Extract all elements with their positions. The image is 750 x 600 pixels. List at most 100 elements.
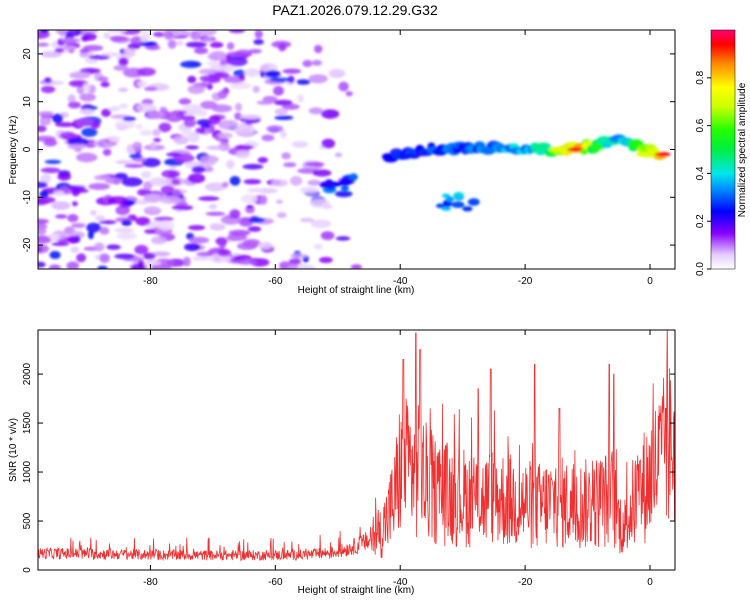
noise-blob <box>257 241 273 250</box>
noise-blob <box>291 141 308 148</box>
noise-blob <box>266 125 284 133</box>
secondary-blob <box>453 192 465 199</box>
noise-blob <box>118 87 129 93</box>
noise-blob <box>67 214 79 223</box>
noise-blob <box>194 47 208 55</box>
noise-blob <box>118 103 129 109</box>
noise-blob <box>71 201 78 207</box>
noise-blob <box>297 94 304 103</box>
noise-blob <box>38 149 44 154</box>
noise-blob <box>217 90 228 100</box>
noise-blob <box>64 30 82 37</box>
noise-blob <box>94 242 105 252</box>
secondary-blob <box>451 201 465 208</box>
noise-blob <box>206 61 225 66</box>
noise-blob <box>157 220 175 231</box>
noise-blob <box>192 256 211 261</box>
noise-blob <box>278 43 287 52</box>
noise-blob <box>38 125 47 133</box>
noise-blob <box>299 186 319 194</box>
noise-blob <box>235 150 250 159</box>
noise-blob <box>256 100 274 105</box>
noise-blob <box>226 51 245 57</box>
noise-blob <box>49 233 60 242</box>
noise-blob <box>226 159 235 169</box>
noise-blob <box>296 79 311 85</box>
top-y-tick-label: -10 <box>22 190 33 205</box>
noise-blob <box>345 91 353 97</box>
noise-blob <box>52 113 64 124</box>
noise-blob <box>175 201 188 207</box>
noise-blob <box>299 217 315 223</box>
noise-blob <box>135 103 157 113</box>
noise-blob <box>62 45 77 50</box>
noise-blob <box>151 264 173 269</box>
noise-blob <box>240 194 258 204</box>
bottom-y-tick-label: 1500 <box>22 412 33 435</box>
noise-blob <box>94 174 112 181</box>
noise-blob <box>328 68 346 79</box>
secondary-blob <box>467 198 480 206</box>
noise-blob <box>147 111 165 119</box>
bottom-y-axis-label: SNR (10 * v/v) <box>8 418 19 482</box>
noise-blob <box>314 243 323 250</box>
noise-blob <box>175 40 184 46</box>
noise-blob <box>108 135 121 143</box>
noise-blob <box>79 93 96 102</box>
noise-blob <box>38 196 56 204</box>
noise-blob <box>261 64 270 70</box>
noise-blob <box>97 76 109 82</box>
signal-peak <box>654 152 671 157</box>
noise-blob <box>158 122 172 133</box>
noise-blob <box>76 84 85 95</box>
noise-blob <box>154 216 174 222</box>
noise-blob <box>114 172 128 180</box>
noise-blob <box>238 74 246 80</box>
noise-blob <box>208 204 218 210</box>
noise-blob <box>319 256 333 264</box>
noise-blob <box>308 107 324 115</box>
noise-blob <box>209 223 224 228</box>
noise-blob <box>141 157 161 168</box>
noise-blob <box>254 30 263 39</box>
signal-ridge-segment <box>635 140 644 147</box>
noise-blob <box>321 109 340 119</box>
noise-blob <box>165 112 183 123</box>
noise-blob <box>107 30 127 34</box>
noise-blob <box>221 181 229 188</box>
noise-blob <box>187 173 206 184</box>
noise-blob <box>70 246 80 253</box>
noise-blob <box>234 102 243 112</box>
noise-blob <box>247 188 264 193</box>
noise-blob <box>122 116 136 122</box>
bottom-x-tick-label: -20 <box>518 577 533 588</box>
noise-blob <box>112 177 121 185</box>
colorbar-gradient <box>710 29 736 270</box>
noise-blob <box>274 108 288 116</box>
noise-blob <box>116 124 128 131</box>
noise-blob <box>248 217 265 223</box>
noise-blob <box>98 220 117 225</box>
noise-blob <box>283 162 297 168</box>
noise-blob <box>137 67 156 77</box>
noise-blob <box>44 77 52 84</box>
noise-blob <box>308 74 328 84</box>
noise-blob <box>273 99 293 106</box>
noise-blob <box>135 216 151 226</box>
noise-blob <box>38 261 46 268</box>
noise-blob <box>287 264 299 269</box>
noise-blob <box>121 219 132 227</box>
noise-blob <box>205 182 226 192</box>
noise-blob <box>113 65 129 71</box>
noise-blob <box>245 120 253 126</box>
noise-blob <box>218 238 227 249</box>
noise-blob <box>127 43 141 50</box>
noise-blob <box>320 231 335 241</box>
noise-blob <box>314 44 323 54</box>
noise-blob <box>229 30 245 34</box>
noise-blob <box>55 214 68 219</box>
noise-blob <box>49 251 61 259</box>
noise-blob <box>205 211 226 216</box>
noise-blob <box>159 106 167 113</box>
colorbar-tick-label: 0.4 <box>695 166 706 180</box>
